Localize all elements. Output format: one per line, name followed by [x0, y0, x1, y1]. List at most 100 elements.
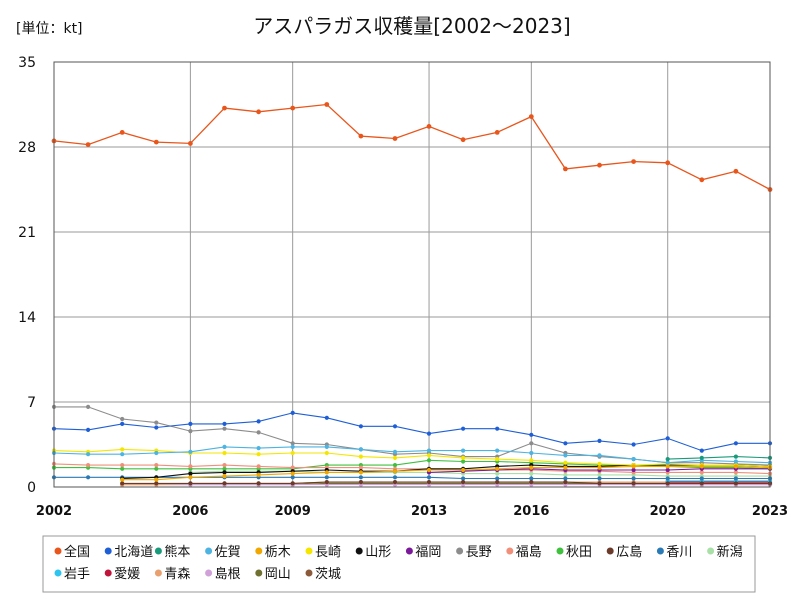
data-point — [665, 457, 670, 462]
data-point — [426, 448, 432, 453]
series-line — [53, 448, 771, 467]
data-point — [256, 464, 261, 469]
legend-label: 佐賀 — [215, 545, 241, 560]
legend-marker — [255, 569, 263, 577]
data-point — [563, 166, 568, 172]
data-point — [461, 480, 466, 485]
data-point — [631, 467, 636, 473]
data-point — [699, 481, 704, 486]
data-point — [733, 168, 739, 174]
series-9 — [51, 404, 773, 468]
data-point — [256, 419, 261, 424]
data-point — [494, 130, 500, 135]
data-point — [154, 420, 159, 425]
data-point — [120, 463, 125, 468]
data-point — [86, 427, 91, 432]
data-point — [290, 441, 295, 446]
data-point — [597, 438, 602, 443]
data-point — [358, 465, 363, 470]
legend-item: 栃木 — [255, 545, 291, 560]
x-tick-label: 2006 — [172, 504, 208, 519]
x-tick-label: 2002 — [36, 504, 72, 519]
data-point — [85, 142, 91, 148]
plot-frame — [53, 61, 771, 488]
series-3 — [665, 454, 773, 462]
data-point — [699, 476, 704, 481]
data-point — [597, 481, 602, 486]
legend-item: 福岡 — [405, 545, 441, 560]
legend-marker — [54, 569, 62, 577]
data-point — [426, 475, 432, 480]
unit-label: [単位：kt] — [16, 21, 83, 37]
legend-item: 青森 — [154, 567, 190, 582]
legend-item: 福島 — [506, 545, 542, 560]
data-point — [563, 453, 568, 458]
legend-marker — [405, 547, 413, 555]
data-point — [256, 109, 261, 115]
series-line — [54, 459, 771, 470]
data-point — [426, 480, 432, 485]
x-tick-label: 2023 — [752, 504, 788, 519]
series-layer — [51, 102, 773, 487]
legend-label: 秋田 — [566, 545, 592, 560]
legend-item: 広島 — [606, 545, 642, 560]
data-point — [461, 459, 466, 464]
data-point — [529, 450, 534, 456]
x-tick-label: 2020 — [650, 504, 686, 519]
legend-marker — [355, 547, 363, 555]
data-point — [290, 450, 295, 456]
series-5 — [120, 464, 773, 482]
data-point — [256, 452, 261, 457]
data-point — [86, 404, 91, 409]
y-tick-label: 28 — [18, 140, 36, 156]
series-line — [122, 481, 770, 484]
legend-label: 岡山 — [265, 567, 291, 582]
data-point — [529, 471, 534, 476]
legend-item: 山形 — [355, 545, 391, 560]
data-point — [392, 136, 398, 141]
data-point — [426, 453, 432, 458]
data-point — [188, 429, 193, 434]
data-point — [529, 480, 534, 485]
series-line — [53, 446, 771, 464]
legend-item: 岡山 — [255, 567, 291, 582]
data-point — [154, 450, 159, 456]
data-point — [597, 465, 602, 470]
legend-label: 広島 — [616, 545, 642, 560]
data-point — [222, 466, 227, 471]
series-line — [122, 464, 771, 480]
data-point — [426, 431, 432, 436]
y-tick-label: 21 — [18, 225, 36, 241]
y-axis-ticks: 0 7 14 21 28 35 — [18, 55, 36, 496]
x-axis-ticks: 2002 2006 2009 2013 2016 2020 2023 — [36, 504, 788, 519]
data-point — [529, 476, 534, 481]
legend-label: 岩手 — [64, 567, 90, 582]
legend-label: 熊本 — [164, 544, 190, 560]
data-point — [222, 463, 227, 468]
data-point — [461, 426, 466, 431]
data-point — [699, 470, 704, 475]
data-point — [153, 139, 159, 145]
data-point — [699, 455, 704, 460]
data-point — [120, 447, 125, 452]
data-point — [188, 471, 193, 476]
legend-item: 熊本 — [154, 544, 190, 560]
legend-marker — [707, 547, 715, 555]
data-point — [86, 463, 91, 468]
data-point — [528, 114, 534, 119]
legend-marker — [154, 569, 162, 577]
data-point — [426, 458, 432, 463]
data-point — [665, 476, 670, 481]
data-point — [733, 464, 739, 469]
data-point — [665, 467, 670, 473]
legend-label: 新潟 — [717, 544, 743, 560]
data-point — [358, 133, 364, 139]
data-point — [358, 447, 363, 452]
data-point — [631, 159, 636, 165]
data-point — [665, 436, 670, 441]
data-point — [597, 472, 602, 477]
data-point — [733, 454, 739, 459]
data-point — [699, 448, 704, 453]
